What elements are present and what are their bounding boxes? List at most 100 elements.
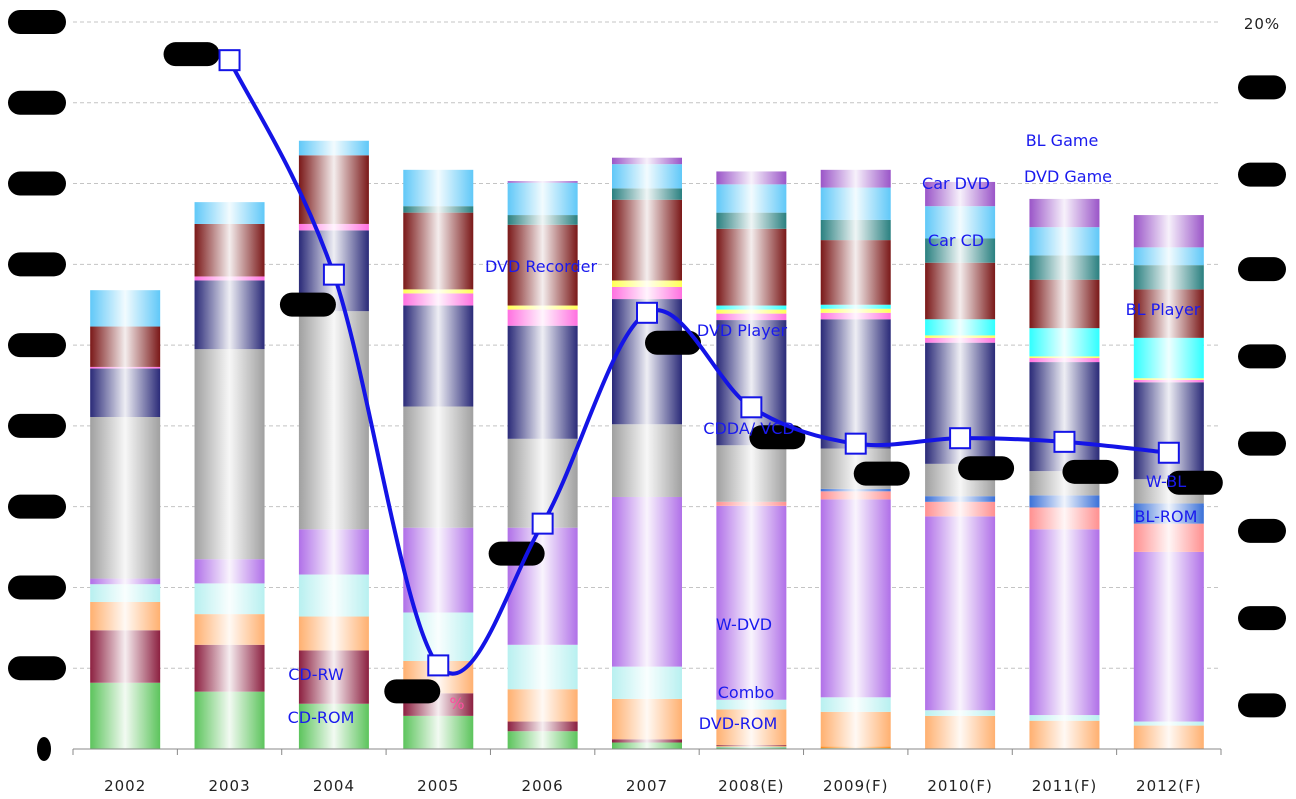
- redaction-blob: [8, 575, 66, 600]
- bar-segment: [925, 516, 996, 711]
- bar-segment: [403, 206, 474, 213]
- bar-segment: [925, 238, 996, 263]
- bar-segment: [194, 559, 265, 584]
- bar-segment: [925, 181, 996, 207]
- right-axis-top-label: 20%: [1244, 15, 1280, 33]
- x-tick-label: 2007: [626, 777, 668, 795]
- bar-segment: [716, 184, 787, 213]
- bar-segment: [820, 499, 891, 698]
- redaction-blob: [8, 333, 66, 358]
- redaction-blob: [1238, 606, 1286, 631]
- bar-segment: [612, 280, 682, 287]
- bar-segment: [507, 224, 578, 306]
- bar-segment: [1029, 507, 1100, 530]
- x-tick-label: 2005: [417, 777, 459, 795]
- redaction-blob: [1238, 75, 1286, 100]
- bar-segment: [1133, 247, 1204, 266]
- bar-segment: [90, 417, 161, 579]
- partial-percent-label: %: [449, 694, 464, 713]
- redaction-blob: [749, 425, 806, 450]
- bar-segment: [194, 691, 265, 749]
- segment-labels: DVD Recorder DVD Player CDDA/ VCD W-DVD Comb…: [288, 131, 1201, 733]
- x-tick-label: 2008(E): [718, 777, 784, 795]
- bar-segment: [403, 406, 474, 528]
- bar-segment: [507, 305, 578, 310]
- redaction-blob: [8, 171, 66, 196]
- bar-segment: [90, 368, 161, 418]
- redaction-blob: [1238, 344, 1286, 369]
- x-tick-label: 2003: [208, 777, 250, 795]
- bar-segment: [820, 169, 891, 188]
- bar-segment: [820, 312, 891, 320]
- bar-segment: [90, 630, 161, 683]
- x-tick-label: 2011(F): [1032, 777, 1098, 795]
- bar-segment: [298, 223, 369, 231]
- bar-segment: [925, 337, 996, 343]
- redaction-blob: [1238, 162, 1286, 187]
- bar-segment: [298, 703, 369, 749]
- segment-label: Combo: [718, 683, 775, 702]
- bar-segment: [403, 293, 474, 306]
- bar-segment: [716, 745, 787, 747]
- redaction-blob: [1166, 470, 1223, 495]
- segment-label: DVD Player: [697, 321, 788, 340]
- growth-line: [218, 49, 1180, 677]
- segment-label: DVD Recorder: [485, 257, 598, 276]
- bar-segment: [507, 182, 578, 216]
- bar-segment: [90, 366, 161, 369]
- bar-segment: [403, 612, 474, 661]
- bar-segment: [194, 614, 265, 645]
- redaction-blob: [958, 456, 1015, 481]
- redaction-blob: [1238, 693, 1286, 718]
- redaction-blob: [279, 292, 336, 317]
- bar-segment: [716, 709, 787, 745]
- bar-segment: [820, 319, 891, 449]
- bar-segment: [716, 747, 787, 749]
- bar-segment: [403, 212, 474, 290]
- redaction-blob: [8, 10, 66, 34]
- bar-segment: [1133, 265, 1204, 290]
- bar-segment: [820, 240, 891, 305]
- bar-segment: [925, 335, 996, 338]
- growth-marker: [427, 654, 450, 677]
- bar-segment: [1029, 495, 1100, 508]
- bar-segment: [1029, 358, 1100, 363]
- growth-marker: [1053, 430, 1076, 453]
- redaction-blob: [8, 252, 66, 277]
- redaction-blob: [1238, 257, 1286, 282]
- bar-segment: [1029, 328, 1100, 357]
- growth-marker: [949, 427, 972, 450]
- redaction-blob: [1238, 518, 1286, 543]
- bar-segment: [403, 289, 474, 294]
- bar-segment: [925, 496, 996, 502]
- bar-segment: [90, 326, 161, 367]
- bar-segment: [298, 311, 369, 530]
- bar-segment: [820, 304, 891, 309]
- bar-segment: [1133, 215, 1204, 248]
- growth-marker: [1157, 441, 1180, 464]
- growth-marker: [844, 432, 867, 455]
- redaction-blob: [37, 737, 51, 761]
- redaction-blob: [488, 541, 545, 566]
- bar-segment: [925, 715, 996, 749]
- bar-segment: [820, 697, 891, 712]
- bar-segment: [1029, 255, 1100, 280]
- bar-segment: [1133, 551, 1204, 722]
- bar-segment: [612, 698, 682, 740]
- bar-segment: [507, 644, 578, 690]
- bar-segment: [716, 505, 787, 700]
- bar-segment: [1133, 523, 1204, 552]
- bar-segment: [612, 286, 682, 300]
- redaction-blob: [8, 494, 66, 519]
- bar-segment: [1133, 382, 1204, 480]
- bar-segment: [298, 529, 369, 575]
- bar-segment: [820, 711, 891, 747]
- bar-segment: [612, 742, 682, 749]
- bar-segment: [820, 746, 891, 749]
- bar-segment: [507, 309, 578, 326]
- bar-segment: [716, 212, 787, 229]
- bar-segment: [820, 187, 891, 220]
- bar-segment: [1133, 503, 1204, 524]
- x-tick-label: 2009(F): [823, 777, 889, 795]
